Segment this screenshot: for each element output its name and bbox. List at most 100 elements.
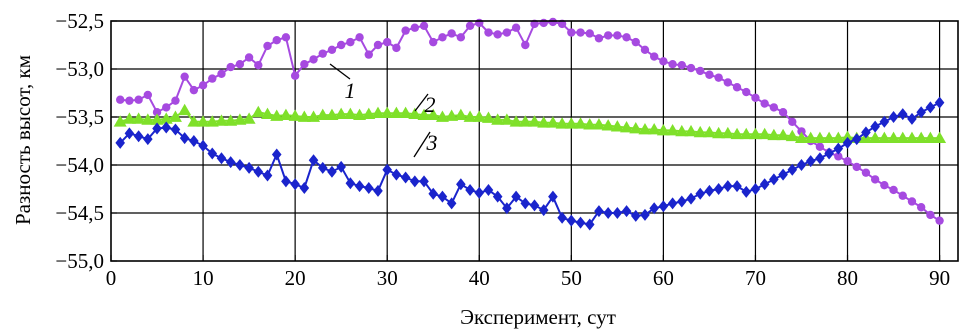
series-1-point (907, 197, 917, 206)
series-3-point (235, 159, 245, 171)
series-2-point (638, 122, 652, 135)
series-3-point (327, 165, 337, 178)
series-2-point (748, 127, 762, 140)
series-1-point (447, 29, 456, 38)
series-2-point (933, 131, 947, 143)
series-2-point (389, 106, 403, 119)
series-3-point (179, 132, 190, 145)
series-3-point (189, 135, 199, 147)
series-2-point (794, 131, 808, 143)
series-2-point (730, 127, 744, 140)
series-1-point (281, 33, 291, 42)
series-3-point (907, 112, 917, 125)
series-2-point (841, 130, 855, 143)
x-tick-label: 80 (837, 266, 858, 290)
series-1-point (723, 78, 733, 87)
series-2-point (435, 110, 449, 122)
series-2-point (675, 124, 689, 137)
series-2-point (122, 112, 136, 124)
series-1-point (521, 40, 530, 50)
series-3-point (474, 186, 485, 199)
series-2-point (712, 126, 726, 139)
series-3-point (124, 127, 135, 140)
series-3-point (161, 121, 172, 134)
series-2-point (905, 131, 919, 143)
series-2-point (592, 118, 606, 130)
series-1-point (318, 49, 327, 58)
series-1-point (484, 28, 493, 37)
series-1-point (613, 31, 622, 40)
series-2-point (445, 109, 459, 121)
series-1-point (382, 37, 392, 47)
series-3-point (612, 207, 623, 219)
series-3-point (805, 155, 816, 168)
series-3-point (566, 214, 577, 227)
x-tick-label: 30 (377, 266, 398, 290)
series-2-label: 2 (425, 92, 436, 117)
series-1-point (511, 23, 521, 32)
x-tick-label: 40 (469, 266, 490, 290)
series-3-point (152, 122, 162, 135)
series-1-point (714, 73, 723, 82)
series-2-point (574, 117, 588, 129)
series-3-point (796, 159, 807, 171)
series-3-point (584, 218, 595, 231)
series-1-point (861, 168, 871, 177)
series-2-point (491, 113, 505, 125)
series-1-point (180, 72, 189, 81)
series-2-point (518, 115, 532, 127)
x-tick-label: 90 (929, 266, 950, 290)
series-1-point (438, 33, 447, 42)
series-2-point (141, 113, 155, 125)
series-3-point (225, 156, 236, 169)
series-1-point (208, 74, 217, 83)
series-1-point (336, 40, 346, 50)
series-1-point (309, 55, 318, 64)
series-1-point (272, 36, 281, 45)
series-1-point (493, 30, 502, 39)
ticks-layer: 0 10 20 30 40 50 60 70 80 90 −55,0 −54,5 −54,0 −53,5 −… (55, 9, 950, 290)
series-3-point (575, 216, 586, 229)
x-tick-label: 70 (745, 266, 766, 290)
x-tick-label: 20 (285, 266, 306, 290)
series-1-leader (329, 63, 351, 80)
series-2-point (564, 117, 578, 129)
series-1-point (668, 59, 677, 69)
series-1-point (401, 26, 410, 35)
series-3-point (916, 106, 926, 119)
series-3-point (686, 192, 696, 205)
series-2-point (417, 108, 431, 120)
series-3-point (382, 163, 392, 176)
series-2-point (896, 131, 910, 143)
series-2-point (426, 108, 440, 120)
series-3-point (630, 209, 641, 222)
series-1-point (539, 18, 548, 28)
series-1-point (631, 37, 640, 47)
series-3-point (456, 178, 466, 191)
series-2-point (610, 120, 624, 132)
series-3-point (511, 190, 521, 203)
series-1-point (355, 33, 364, 42)
series-3-point (621, 205, 632, 218)
series-1-point (870, 175, 880, 184)
series-3-point (492, 190, 503, 203)
series-1-point (834, 152, 843, 161)
series-2-point (132, 112, 146, 124)
series-2-point (214, 114, 228, 126)
series-1-point (705, 70, 714, 79)
series-2-point (702, 125, 716, 138)
series-1-point (419, 21, 429, 30)
series-2-point (297, 110, 311, 122)
series-1-point (742, 87, 751, 97)
series-3-point (640, 208, 650, 221)
series-1-point (364, 50, 373, 59)
series-2-point (804, 131, 818, 143)
series-2-point (362, 107, 376, 119)
series-3-point (925, 101, 936, 114)
series-3-point (207, 147, 218, 160)
series-2-point (656, 123, 670, 136)
series-1-point (263, 41, 272, 51)
y-axis-label: Разность высот, км (11, 55, 35, 225)
series-3-point (649, 202, 659, 215)
